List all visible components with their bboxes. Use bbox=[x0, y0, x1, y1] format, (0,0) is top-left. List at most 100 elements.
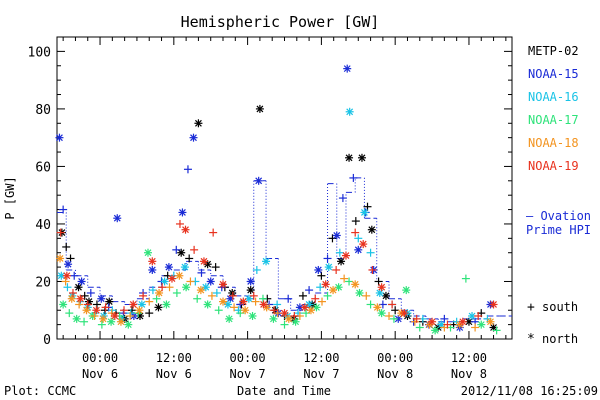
y-tick-label: 40 bbox=[35, 218, 51, 233]
data-point bbox=[74, 283, 83, 292]
data-point bbox=[343, 64, 352, 73]
data-point bbox=[99, 314, 108, 323]
data-point bbox=[269, 314, 278, 323]
data-point bbox=[474, 311, 483, 320]
data-point bbox=[148, 257, 157, 266]
data-point bbox=[110, 311, 119, 320]
chart-title: Hemispheric Power [GW] bbox=[181, 13, 380, 31]
data-point bbox=[291, 317, 300, 326]
data-point bbox=[312, 303, 321, 312]
data-point bbox=[375, 288, 384, 297]
data-point bbox=[428, 317, 437, 326]
data-point bbox=[64, 260, 73, 269]
data-point bbox=[415, 323, 424, 332]
data-point bbox=[366, 248, 375, 257]
data-point bbox=[178, 208, 187, 217]
data-point bbox=[219, 280, 228, 289]
data-point bbox=[354, 234, 363, 243]
data-point bbox=[59, 205, 68, 214]
data-point bbox=[355, 288, 364, 297]
x-tick-label-day: Nov 8 bbox=[377, 367, 413, 381]
data-point bbox=[164, 263, 173, 272]
data-point bbox=[332, 265, 341, 274]
x-axis-label: Date and Time bbox=[237, 384, 331, 398]
data-point bbox=[203, 300, 212, 309]
data-point bbox=[183, 165, 192, 174]
data-point bbox=[212, 288, 221, 297]
data-point bbox=[63, 283, 72, 292]
data-point bbox=[248, 311, 257, 320]
x-tick-label-day: Nov 6 bbox=[156, 367, 192, 381]
data-point bbox=[273, 300, 282, 309]
data-point bbox=[97, 320, 106, 329]
data-point bbox=[337, 257, 346, 266]
data-point bbox=[363, 202, 372, 211]
data-point bbox=[201, 283, 210, 292]
data-point bbox=[489, 300, 498, 309]
data-point bbox=[82, 306, 91, 315]
legend-satellite-5: NOAA-19 bbox=[528, 159, 579, 173]
x-tick-label-time: 12:00 bbox=[303, 351, 339, 365]
data-point bbox=[388, 300, 397, 309]
data-point bbox=[258, 294, 267, 303]
data-point bbox=[225, 314, 234, 323]
data-point bbox=[56, 228, 65, 237]
x-tick-label-time: 00:00 bbox=[82, 351, 118, 365]
data-point bbox=[252, 265, 261, 274]
plot-frame bbox=[56, 36, 513, 340]
legend-satellite-4: NOAA-18 bbox=[528, 136, 579, 150]
data-point bbox=[228, 291, 237, 300]
data-point bbox=[239, 297, 248, 306]
data-point bbox=[368, 265, 377, 274]
data-point bbox=[181, 225, 190, 234]
data-point bbox=[389, 314, 398, 323]
data-point bbox=[197, 268, 206, 277]
data-point bbox=[280, 320, 289, 329]
data-points bbox=[55, 64, 501, 335]
data-point bbox=[68, 288, 77, 297]
data-point bbox=[246, 277, 255, 286]
data-point bbox=[139, 291, 148, 300]
data-point bbox=[492, 326, 501, 335]
data-point bbox=[259, 300, 268, 309]
data-point bbox=[144, 248, 152, 257]
data-point bbox=[351, 280, 360, 289]
data-point bbox=[335, 248, 344, 257]
data-point bbox=[219, 297, 228, 306]
data-point bbox=[412, 314, 421, 323]
data-point bbox=[284, 314, 293, 323]
x-tick-label-day: Nov 7 bbox=[230, 367, 266, 381]
data-point bbox=[332, 231, 341, 240]
data-point bbox=[318, 297, 327, 306]
legend-satellite-2: NOAA-16 bbox=[528, 90, 579, 104]
data-point bbox=[280, 309, 289, 318]
data-point bbox=[284, 294, 293, 303]
data-point bbox=[249, 291, 258, 300]
data-point bbox=[323, 254, 332, 263]
data-point bbox=[400, 309, 409, 318]
data-point bbox=[440, 314, 449, 323]
data-point bbox=[324, 263, 333, 272]
data-point bbox=[290, 311, 299, 320]
data-point bbox=[185, 254, 194, 263]
data-point bbox=[186, 277, 195, 286]
data-point bbox=[92, 300, 101, 309]
data-point bbox=[120, 306, 129, 315]
legend-ovation-line1: — Ovation bbox=[526, 209, 591, 223]
data-point bbox=[251, 297, 260, 306]
data-point bbox=[362, 291, 371, 300]
data-point bbox=[351, 228, 360, 237]
y-tick-label: 0 bbox=[43, 333, 51, 348]
data-point bbox=[317, 271, 326, 280]
data-point bbox=[70, 271, 79, 280]
y-axis-label: P [GW] bbox=[3, 176, 17, 219]
data-point bbox=[402, 286, 411, 295]
legend-south-symbol: + bbox=[527, 300, 535, 315]
x-tick-label-day: Nov 7 bbox=[303, 367, 339, 381]
data-point bbox=[345, 107, 354, 116]
x-tick-label-time: 12:00 bbox=[451, 351, 487, 365]
data-point bbox=[194, 119, 203, 128]
data-point bbox=[391, 306, 400, 315]
data-point bbox=[172, 288, 181, 297]
data-point bbox=[443, 320, 452, 329]
